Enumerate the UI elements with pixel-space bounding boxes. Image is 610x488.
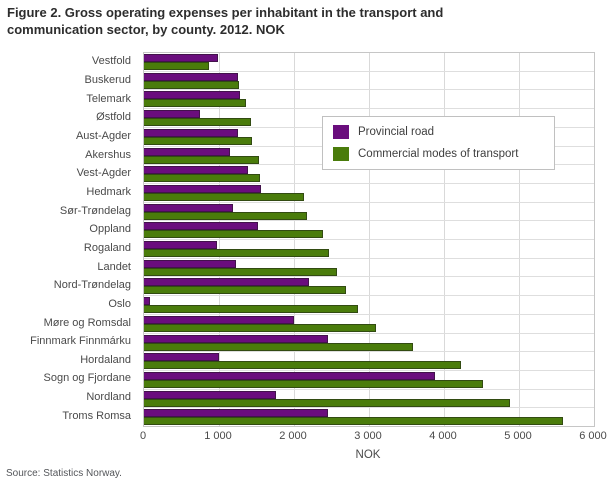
y-axis-label: Østfold <box>96 111 131 124</box>
plot-area: Provincial road Commercial modes of tran… <box>143 52 595 427</box>
legend-item-commercial-transport: Commercial modes of transport <box>333 147 544 161</box>
bar-commercial-transport <box>144 230 324 239</box>
bar-provincial-road <box>144 297 150 306</box>
bar-commercial-transport <box>144 379 483 388</box>
bar-commercial-transport <box>144 342 414 351</box>
bar-commercial-transport <box>144 417 564 426</box>
y-axis-label: Sogn og Fjordane <box>43 372 131 385</box>
bar-commercial-transport <box>144 305 358 314</box>
chart-row <box>144 371 594 390</box>
x-axis-tick-label: 5 000 <box>504 430 532 442</box>
bar-provincial-road <box>144 259 237 268</box>
bar-commercial-transport <box>144 136 252 145</box>
y-axis-label: Møre og Romsdal <box>43 316 131 329</box>
bar-provincial-road <box>144 390 276 399</box>
y-axis-label: Nord-Trøndelag <box>53 279 131 292</box>
bar-provincial-road <box>144 147 231 156</box>
x-axis-tick-label: 4 000 <box>429 430 457 442</box>
chart-row <box>144 165 594 184</box>
y-axis-label: Vest-Agder <box>76 167 131 180</box>
y-axis-label: Aust-Agder <box>75 129 131 142</box>
x-axis-tick-label: 0 <box>139 430 147 442</box>
bar-provincial-road <box>144 241 217 250</box>
bar-rows <box>144 53 594 426</box>
chart-row <box>144 408 594 426</box>
chart-row <box>144 315 594 334</box>
bar-provincial-road <box>144 203 234 212</box>
chart-row <box>144 334 594 353</box>
bar-provincial-road <box>144 91 240 100</box>
bar-commercial-transport <box>144 398 510 407</box>
bar-provincial-road <box>144 334 328 343</box>
bar-provincial-road <box>144 110 201 119</box>
y-axis-label: Hordaland <box>80 353 131 366</box>
legend-label-commercial-transport: Commercial modes of transport <box>358 148 519 160</box>
chart-row <box>144 390 594 409</box>
chart-row <box>144 352 594 371</box>
bar-commercial-transport <box>144 192 304 201</box>
bar-provincial-road <box>144 371 435 380</box>
bar-commercial-transport <box>144 267 337 276</box>
x-axis-tick-label: 1 000 <box>204 430 232 442</box>
legend-item-provincial-road: Provincial road <box>333 125 544 139</box>
chart-row <box>144 203 594 222</box>
y-axis-label: Oslo <box>108 297 131 310</box>
bar-provincial-road <box>144 222 258 231</box>
bar-commercial-transport <box>144 323 376 332</box>
y-axis-label: Sør-Trøndelag <box>59 204 131 217</box>
chart-row <box>144 259 594 278</box>
bar-commercial-transport <box>144 155 259 164</box>
bar-commercial-transport <box>144 99 246 108</box>
y-axis-label: Akershus <box>85 148 131 161</box>
chart-row <box>144 221 594 241</box>
chart-row <box>144 90 594 110</box>
chart-row <box>144 277 594 297</box>
bar-provincial-road <box>144 166 249 175</box>
bar-provincial-road <box>144 72 238 81</box>
bar-provincial-road <box>144 409 328 418</box>
y-axis-label: Landet <box>97 260 131 273</box>
x-axis-tick-label: 2 000 <box>279 430 307 442</box>
chart-row <box>144 240 594 259</box>
bar-provincial-road <box>144 315 294 324</box>
bar-provincial-road <box>144 353 219 362</box>
x-axis-tick-label: 3 000 <box>354 430 382 442</box>
bar-provincial-road <box>144 278 309 287</box>
y-axis-label: Telemark <box>86 92 131 105</box>
bar-commercial-transport <box>144 118 252 127</box>
source-note: Source: Statistics Norway. <box>6 468 122 479</box>
bar-commercial-transport <box>144 361 462 370</box>
legend-label-provincial-road: Provincial road <box>358 126 435 138</box>
bar-commercial-transport <box>144 174 261 183</box>
bar-provincial-road <box>144 54 218 62</box>
legend: Provincial road Commercial modes of tran… <box>322 116 555 170</box>
bar-commercial-transport <box>144 62 210 70</box>
chart-row <box>144 296 594 315</box>
commercial-transport-swatch-icon <box>333 147 349 161</box>
provincial-road-swatch-icon <box>333 125 349 139</box>
chart-row <box>144 184 594 203</box>
bar-commercial-transport <box>144 211 307 220</box>
bar-commercial-transport <box>144 249 330 258</box>
bar-provincial-road <box>144 184 261 193</box>
y-axis-label: Rogaland <box>83 241 131 254</box>
bar-commercial-transport <box>144 286 346 295</box>
y-axis-label: Vestfold <box>91 55 131 68</box>
y-axis-label: Oppland <box>89 223 131 236</box>
figure-title: Figure 2. Gross operating expenses per i… <box>7 5 444 37</box>
y-axis-label: Buskerud <box>84 73 131 86</box>
x-axis: 0 1 000 2 000 3 000 4 000 5 000 6 000 <box>139 430 607 444</box>
y-axis-label: Nordland <box>86 391 131 404</box>
y-axis-label: Finnmark Finnmárku <box>30 335 131 348</box>
x-axis-tick-label: 6 000 <box>579 430 607 442</box>
y-axis-label: Troms Romsa <box>62 409 131 422</box>
y-axis-labels: Vestfold Buskerud Telemark Østfold Aust-Agde… <box>0 52 137 425</box>
bar-provincial-road <box>144 128 238 137</box>
chart-row <box>144 72 594 91</box>
y-axis-label: Hedmark <box>86 185 131 198</box>
bar-commercial-transport <box>144 80 239 89</box>
chart-row <box>144 53 594 72</box>
x-axis-title: NOK <box>355 449 381 461</box>
